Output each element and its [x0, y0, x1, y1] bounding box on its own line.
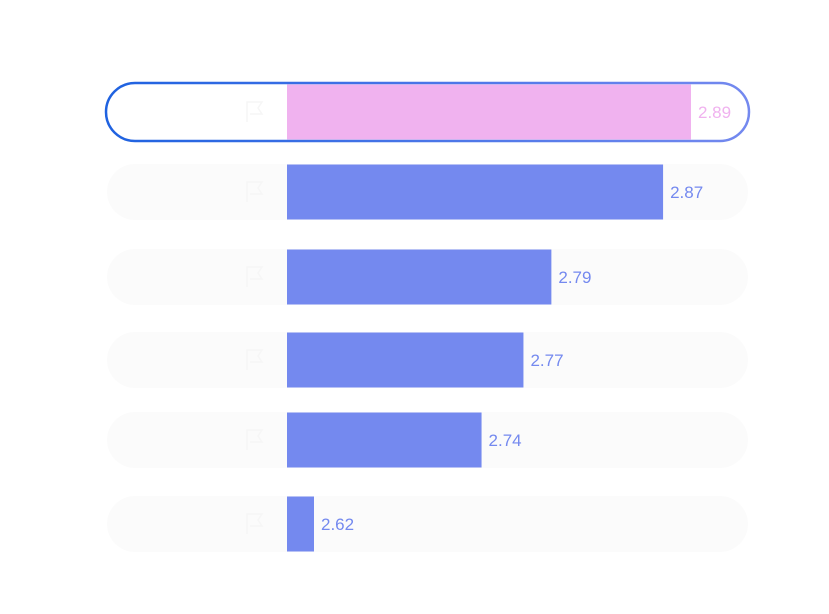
value-label: 2.74 — [489, 431, 522, 450]
flag-icon — [246, 429, 264, 450]
bar-row: 2.79 — [107, 249, 748, 305]
bar-row: 2.77 — [107, 332, 748, 388]
value-label: 2.62 — [321, 515, 354, 534]
bar[interactable] — [287, 496, 314, 552]
value-label: 2.77 — [530, 351, 563, 370]
row-background — [107, 496, 748, 552]
bar[interactable] — [287, 412, 482, 468]
highlight-outline — [104, 81, 751, 143]
bar-row: 2.89 — [104, 81, 751, 143]
bar[interactable] — [287, 332, 524, 388]
value-label: 2.79 — [558, 268, 591, 287]
flag-icon — [246, 266, 264, 287]
flag-icon — [246, 513, 264, 534]
chart-rows: 2.89 2.87 2.79 2.77 2.74 2.62 — [104, 81, 751, 552]
value-label: 2.87 — [670, 183, 703, 202]
bar[interactable] — [287, 84, 691, 140]
bar[interactable] — [287, 249, 552, 305]
bar-row: 2.74 — [107, 412, 748, 468]
flag-icon — [246, 101, 264, 122]
flag-icon — [246, 181, 264, 202]
bar-row: 2.62 — [107, 496, 748, 552]
flag-icon — [246, 349, 264, 370]
bar[interactable] — [287, 164, 664, 220]
bar-row: 2.87 — [107, 164, 748, 220]
value-label: 2.89 — [698, 103, 731, 122]
